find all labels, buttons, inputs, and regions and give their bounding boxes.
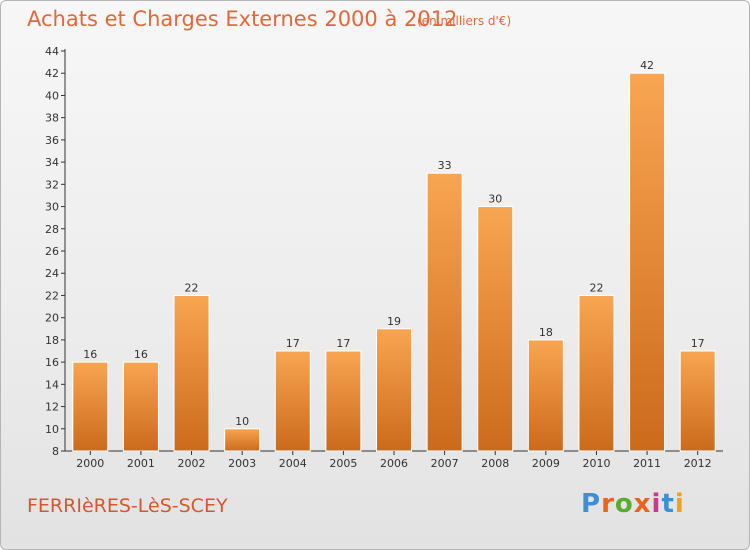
bar-value-label: 17	[336, 337, 350, 350]
x-tick-label: 2009	[532, 457, 560, 470]
bar	[426, 172, 463, 452]
x-tick-label: 2011	[633, 457, 661, 470]
bar	[527, 339, 564, 452]
bar-value-label: 17	[286, 337, 300, 350]
bar-value-label: 30	[488, 193, 502, 206]
x-tick-label: 2002	[178, 457, 206, 470]
logo-letter: t	[661, 489, 675, 519]
bar-value-label: 17	[691, 337, 705, 350]
y-tick-label: 16	[45, 356, 59, 369]
y-tick-label: 32	[45, 178, 59, 191]
bar	[224, 428, 261, 452]
x-tick-label: 2001	[127, 457, 155, 470]
bar	[679, 350, 716, 452]
y-tick-label: 26	[45, 245, 59, 258]
proxiti-logo: Proxiti	[581, 489, 685, 519]
y-tick-label: 8	[52, 445, 59, 458]
x-tick-label: 2007	[431, 457, 459, 470]
x-tick-label: 2006	[380, 457, 408, 470]
chart-title: Achats et Charges Externes 2000 à 2012	[27, 7, 458, 31]
commune-name: FERRIèRES-LèS-SCEY	[27, 495, 228, 517]
y-tick-label: 40	[45, 89, 59, 102]
bar-value-label: 22	[589, 281, 603, 294]
x-tick-label: 2010	[582, 457, 610, 470]
y-tick-label: 24	[45, 267, 59, 280]
y-tick-label: 20	[45, 312, 59, 325]
x-tick-label: 2005	[329, 457, 357, 470]
x-tick-label: 2008	[481, 457, 509, 470]
bar	[72, 361, 109, 452]
bar	[376, 328, 412, 452]
y-tick-label: 12	[45, 401, 59, 414]
bar	[274, 350, 311, 452]
bar	[477, 206, 514, 452]
logo-letter: i	[651, 489, 662, 519]
bar-value-label: 16	[134, 348, 148, 361]
chart-subtitle: (en milliers d'€)	[417, 14, 512, 28]
logo-letter: o	[614, 489, 634, 519]
bar-value-label: 18	[539, 326, 553, 339]
bar	[325, 350, 362, 452]
bar-value-label: 22	[185, 281, 199, 294]
bar	[173, 294, 210, 452]
y-tick-label: 42	[45, 67, 59, 80]
y-tick-label: 22	[45, 289, 59, 302]
x-tick-label: 2004	[279, 457, 307, 470]
y-tick-label: 36	[45, 134, 59, 147]
logo-letter: i	[674, 489, 685, 519]
bar	[629, 72, 666, 452]
bar	[122, 361, 159, 452]
y-tick-label: 10	[45, 423, 59, 436]
bar-value-label: 19	[387, 315, 401, 328]
logo-letter: x	[633, 489, 652, 519]
y-tick-label: 34	[45, 156, 59, 169]
x-tick-label: 2000	[76, 457, 104, 470]
y-tick-label: 38	[45, 112, 59, 125]
x-tick-label: 2003	[228, 457, 256, 470]
y-tick-label: 44	[45, 45, 59, 58]
bar-value-label: 10	[235, 415, 249, 428]
bar-value-label: 42	[640, 59, 654, 72]
bar-value-label: 33	[438, 159, 452, 172]
bar	[578, 294, 615, 452]
logo-letter: P	[581, 489, 602, 519]
x-tick-label: 2012	[684, 457, 712, 470]
y-tick-label: 28	[45, 223, 59, 236]
y-tick-label: 30	[45, 201, 59, 214]
logo-letter: r	[601, 489, 615, 519]
y-tick-label: 18	[45, 334, 59, 347]
bar-value-label: 16	[83, 348, 97, 361]
y-tick-label: 14	[45, 378, 59, 391]
